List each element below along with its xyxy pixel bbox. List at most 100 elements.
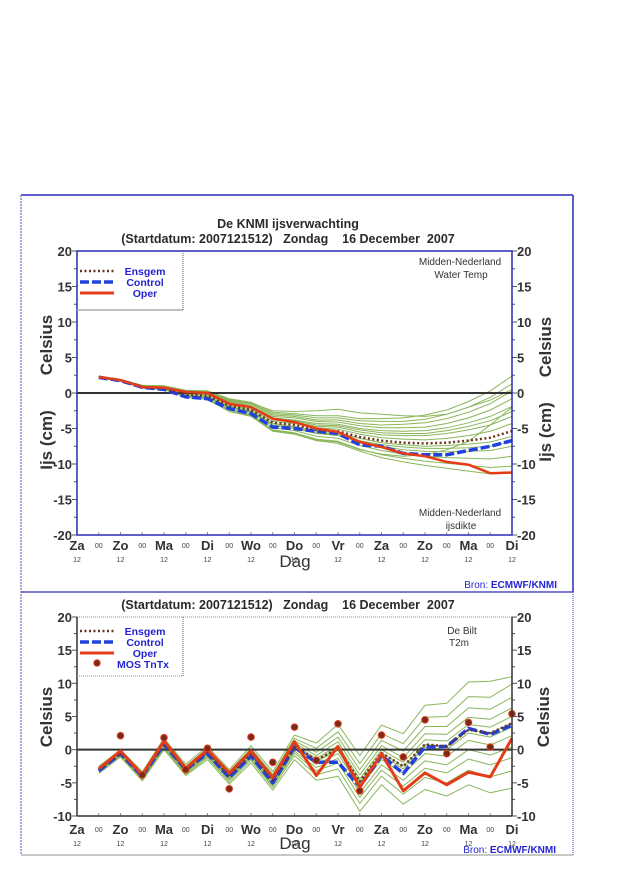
x-tick-label-midnight: 00 — [225, 827, 233, 834]
oper-series-line — [97, 737, 514, 793]
ensemble-member-line — [98, 376, 513, 426]
mos-point — [334, 719, 342, 728]
y-tick-label-left: 5 — [65, 351, 72, 366]
x-tick-label-hour: 12 — [421, 557, 429, 564]
mos-point — [377, 731, 386, 739]
source-prefix: Bron: — [463, 845, 490, 856]
legend-label-control: Control — [126, 277, 163, 289]
x-tick-label-day: Za — [374, 538, 390, 553]
mos-point — [116, 731, 125, 740]
region-label-line2: Water Temp — [434, 270, 488, 281]
region-label-line1: Midden-Nederland — [419, 257, 501, 268]
y-tick-label-right: -10 — [517, 457, 536, 472]
x-tick-label-day: Ma — [459, 822, 478, 837]
x-tick-label-day: Ma — [155, 822, 174, 837]
y-axis-label-celsius-left: Celsius — [37, 315, 56, 375]
x-tick-label-hour: 12 — [508, 557, 516, 564]
legend-label-mos: MOS TnTx — [117, 659, 169, 671]
ensemble-member-line — [98, 676, 513, 773]
x-tick-label-midnight: 00 — [443, 543, 451, 550]
x-tick-label-hour: 12 — [291, 557, 299, 564]
x-tick-label-hour: 12 — [247, 841, 255, 848]
source-credit: Bron: ECMWF/KNMI — [463, 845, 556, 856]
ensemble-member-line — [98, 376, 513, 429]
y-tick-label-left: 5 — [65, 710, 72, 725]
mos-point — [421, 716, 429, 724]
region-label-lower-line1: Midden-Nederland — [419, 508, 501, 519]
x-tick-label-hour: 12 — [247, 557, 255, 564]
variable-label: T2m — [449, 638, 469, 649]
mos-point — [203, 744, 212, 753]
x-tick-label-hour: 12 — [465, 557, 473, 564]
y-tick-label-right: -10 — [517, 809, 536, 824]
x-tick-label-midnight: 00 — [182, 543, 190, 550]
y-tick-label-left: 0 — [65, 386, 72, 401]
ensemble-member-line — [98, 749, 513, 812]
chart-subtitle: (Startdatum: 2007121512) Zondag 16 Decem… — [121, 232, 455, 246]
mos-point — [355, 786, 364, 795]
x-tick-label-midnight: 00 — [399, 543, 407, 550]
x-tick-label-day: Wo — [241, 538, 261, 553]
y-tick-label-right: 15 — [517, 280, 531, 295]
y-tick-label-right: 15 — [517, 643, 531, 658]
x-axis-label: Dag — [279, 552, 310, 571]
x-tick-label-hour: 12 — [73, 557, 81, 564]
y-tick-label-left: 0 — [65, 743, 72, 758]
y-tick-label-right: 0 — [517, 743, 524, 758]
legend: Ensgem Control Oper — [77, 251, 184, 311]
mos-point — [442, 749, 451, 758]
x-tick-label-midnight: 00 — [182, 827, 190, 834]
y-tick-label-right: 10 — [517, 315, 531, 330]
x-tick-label-midnight: 00 — [399, 827, 407, 834]
y-tick-label-right: 20 — [517, 610, 531, 625]
x-tick-label-hour: 12 — [204, 557, 212, 564]
x-tick-label-hour: 12 — [204, 841, 212, 848]
y-tick-label-right: 20 — [517, 244, 531, 259]
y-tick-label-right: -5 — [517, 422, 529, 437]
control-series-line — [97, 723, 513, 789]
x-tick-label-hour: 12 — [378, 557, 386, 564]
y-tick-label-right: 5 — [517, 351, 524, 366]
x-tick-label-hour: 12 — [421, 841, 429, 848]
x-tick-label-midnight: 00 — [269, 827, 277, 834]
y-tick-label-left: -20 — [53, 528, 72, 543]
mos-point — [290, 723, 299, 731]
x-tick-label-day: Do — [286, 538, 303, 553]
x-tick-label-midnight: 00 — [486, 827, 494, 834]
y-tick-label-right: 5 — [517, 710, 524, 725]
x-tick-label-midnight: 00 — [269, 543, 277, 550]
x-tick-label-hour: 12 — [73, 841, 81, 848]
y-tick-label-left: -15 — [53, 493, 72, 508]
ensemble-member-line — [98, 376, 513, 475]
x-tick-label-day: Ma — [459, 538, 478, 553]
ensemble-member-line — [98, 376, 513, 460]
mos-point — [268, 758, 277, 767]
x-tick-label-hour: 12 — [160, 557, 168, 564]
mos-point — [486, 743, 495, 751]
x-tick-label-hour: 12 — [117, 557, 125, 564]
x-tick-label-day: Za — [69, 822, 85, 837]
legend-label-control: Control — [126, 637, 163, 649]
y-axis-label-ice-left: Ijs (cm) — [37, 410, 56, 470]
oper-series-line — [98, 375, 513, 475]
temperature-forecast-chart: (Startdatum: 2007121512) Zondag 16 Decem… — [37, 598, 556, 856]
station-label: De Bilt — [447, 626, 477, 637]
chart-title: De KNMI ijsverwachting — [217, 217, 359, 231]
x-tick-label-midnight: 00 — [356, 543, 364, 550]
x-tick-label-day: Di — [506, 538, 519, 553]
x-tick-label-day: Do — [286, 822, 303, 837]
legend-label-oper: Oper — [133, 288, 158, 300]
x-tick-label-day: Ma — [155, 538, 174, 553]
chart-subtitle: (Startdatum: 2007121512) Zondag 16 Decem… — [121, 598, 455, 612]
x-tick-label-day: Zo — [417, 822, 433, 837]
y-tick-label-left: 10 — [58, 315, 72, 330]
x-tick-label-midnight: 00 — [312, 543, 320, 550]
x-tick-label-day: Za — [374, 822, 390, 837]
plot-border — [76, 250, 513, 536]
legend-label-ensgem: Ensgem — [125, 626, 166, 638]
y-axis-label-right: Celsius — [534, 687, 553, 747]
legend-label-oper: Oper — [133, 648, 158, 660]
